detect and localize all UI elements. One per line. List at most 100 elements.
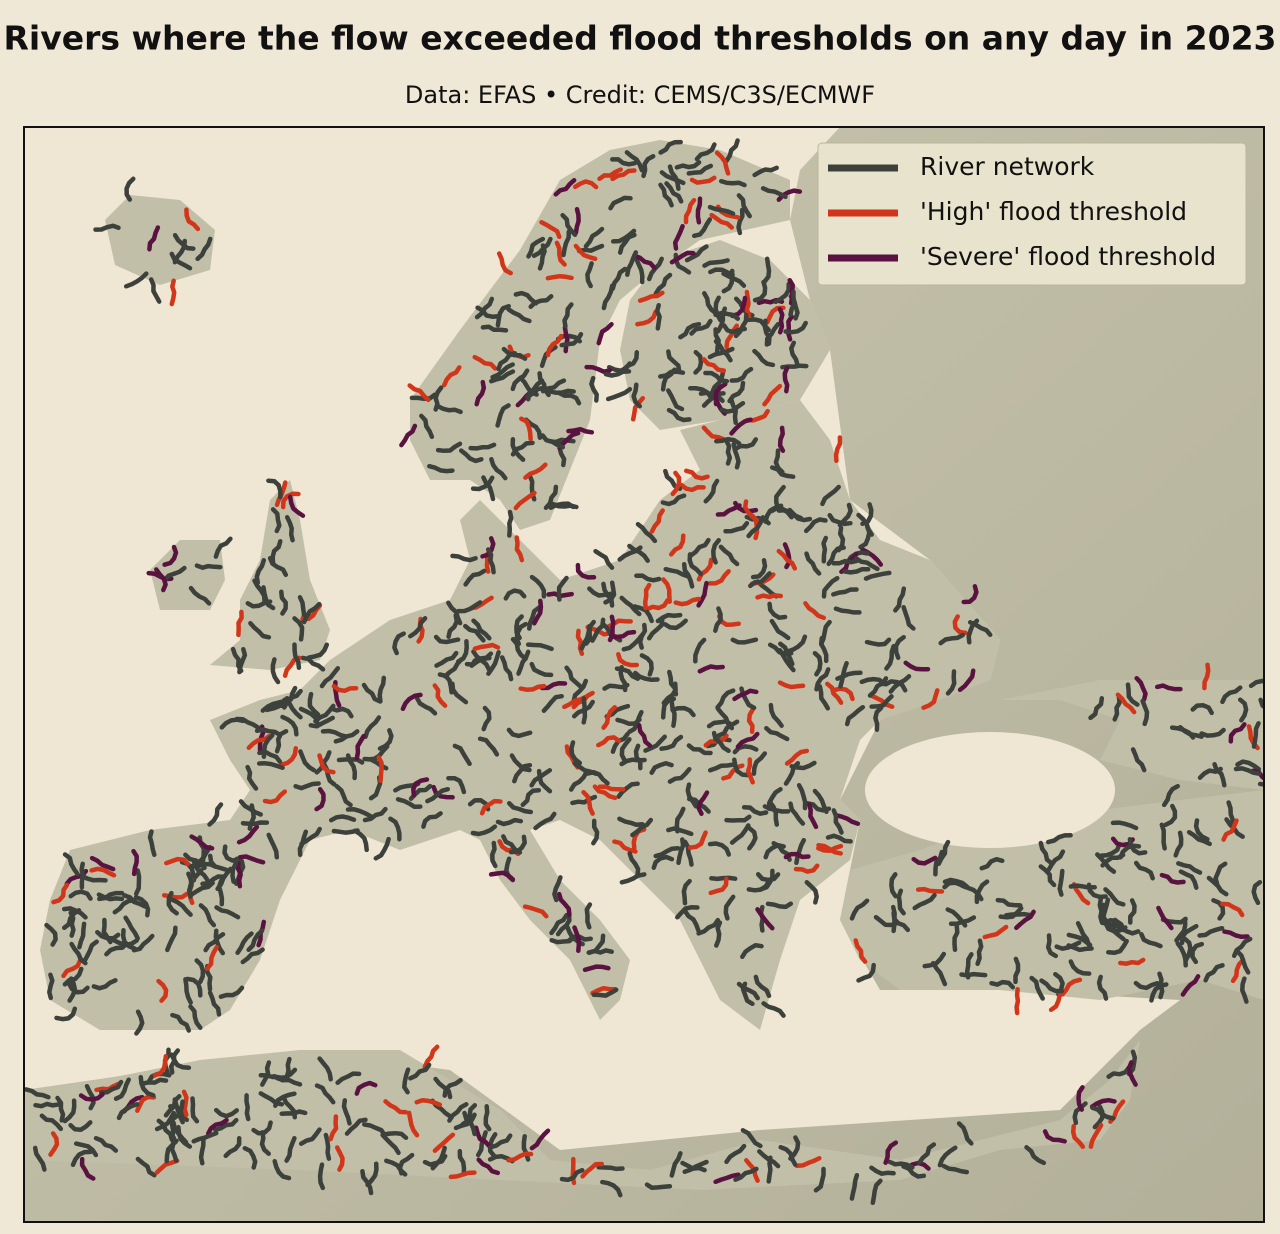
river — [584, 364, 612, 374]
river — [414, 696, 438, 716]
river — [644, 1182, 673, 1191]
river — [419, 413, 435, 440]
river — [553, 177, 577, 197]
river — [608, 629, 637, 640]
river — [256, 761, 285, 771]
river — [785, 634, 808, 654]
river — [373, 836, 391, 861]
river — [154, 567, 168, 593]
river — [486, 650, 501, 676]
river — [62, 1098, 77, 1124]
river — [1134, 675, 1148, 702]
river — [1139, 931, 1163, 949]
river — [911, 855, 938, 866]
river — [513, 490, 537, 511]
river — [634, 573, 662, 583]
river — [541, 693, 564, 713]
river — [547, 388, 576, 395]
river — [1258, 697, 1264, 710]
river — [631, 382, 643, 409]
river — [1212, 762, 1227, 788]
river — [406, 1110, 420, 1138]
river — [240, 947, 265, 965]
river — [703, 370, 730, 384]
river — [774, 484, 786, 511]
river — [1180, 974, 1201, 997]
river — [729, 823, 751, 845]
river — [284, 1135, 297, 1163]
river — [112, 938, 139, 947]
river — [662, 618, 688, 631]
river — [152, 1054, 169, 1078]
river — [300, 655, 326, 672]
river — [730, 637, 759, 645]
river — [320, 728, 349, 739]
river — [495, 403, 511, 428]
river — [170, 1012, 192, 1033]
river — [620, 350, 640, 372]
river — [516, 649, 531, 676]
river — [605, 386, 633, 402]
river — [244, 1093, 251, 1122]
river — [646, 617, 665, 641]
river — [242, 1145, 258, 1170]
river — [627, 543, 650, 563]
river — [345, 753, 358, 781]
river — [334, 784, 353, 808]
river — [1070, 1123, 1086, 1149]
river — [510, 637, 528, 661]
river — [407, 383, 431, 403]
river — [807, 802, 819, 830]
river — [328, 1114, 339, 1142]
river — [653, 272, 673, 296]
river — [608, 195, 633, 211]
ireland — [150, 540, 225, 610]
river — [659, 170, 686, 186]
river — [81, 939, 99, 964]
river — [573, 206, 581, 235]
river — [587, 933, 606, 955]
river — [831, 686, 855, 702]
north-africa — [24, 1040, 1140, 1190]
river — [476, 1157, 501, 1176]
river — [670, 470, 682, 497]
river — [408, 1062, 432, 1081]
river — [778, 1144, 798, 1167]
river — [793, 863, 820, 874]
river — [543, 484, 559, 511]
river — [427, 463, 455, 474]
river — [786, 314, 794, 342]
river — [171, 1120, 189, 1145]
river — [399, 423, 418, 448]
river — [164, 856, 190, 867]
river — [432, 1132, 456, 1153]
river — [514, 614, 524, 641]
river — [162, 565, 187, 583]
river — [901, 605, 916, 631]
river — [519, 416, 533, 442]
river — [488, 369, 516, 384]
river — [377, 675, 387, 704]
river — [707, 204, 736, 216]
river — [818, 635, 829, 664]
river — [701, 357, 727, 373]
river — [702, 291, 719, 316]
river — [496, 251, 513, 276]
river — [1089, 1097, 1117, 1109]
river — [1174, 916, 1188, 943]
river — [736, 207, 745, 236]
river — [752, 279, 768, 303]
river — [568, 769, 589, 792]
river — [741, 805, 769, 816]
river — [47, 972, 55, 1001]
river — [776, 548, 798, 571]
river — [831, 587, 859, 597]
river — [514, 535, 525, 563]
river — [610, 157, 638, 167]
river — [550, 501, 579, 510]
river — [1133, 980, 1160, 991]
river — [636, 723, 653, 748]
river — [235, 931, 254, 956]
river — [1060, 977, 1083, 997]
